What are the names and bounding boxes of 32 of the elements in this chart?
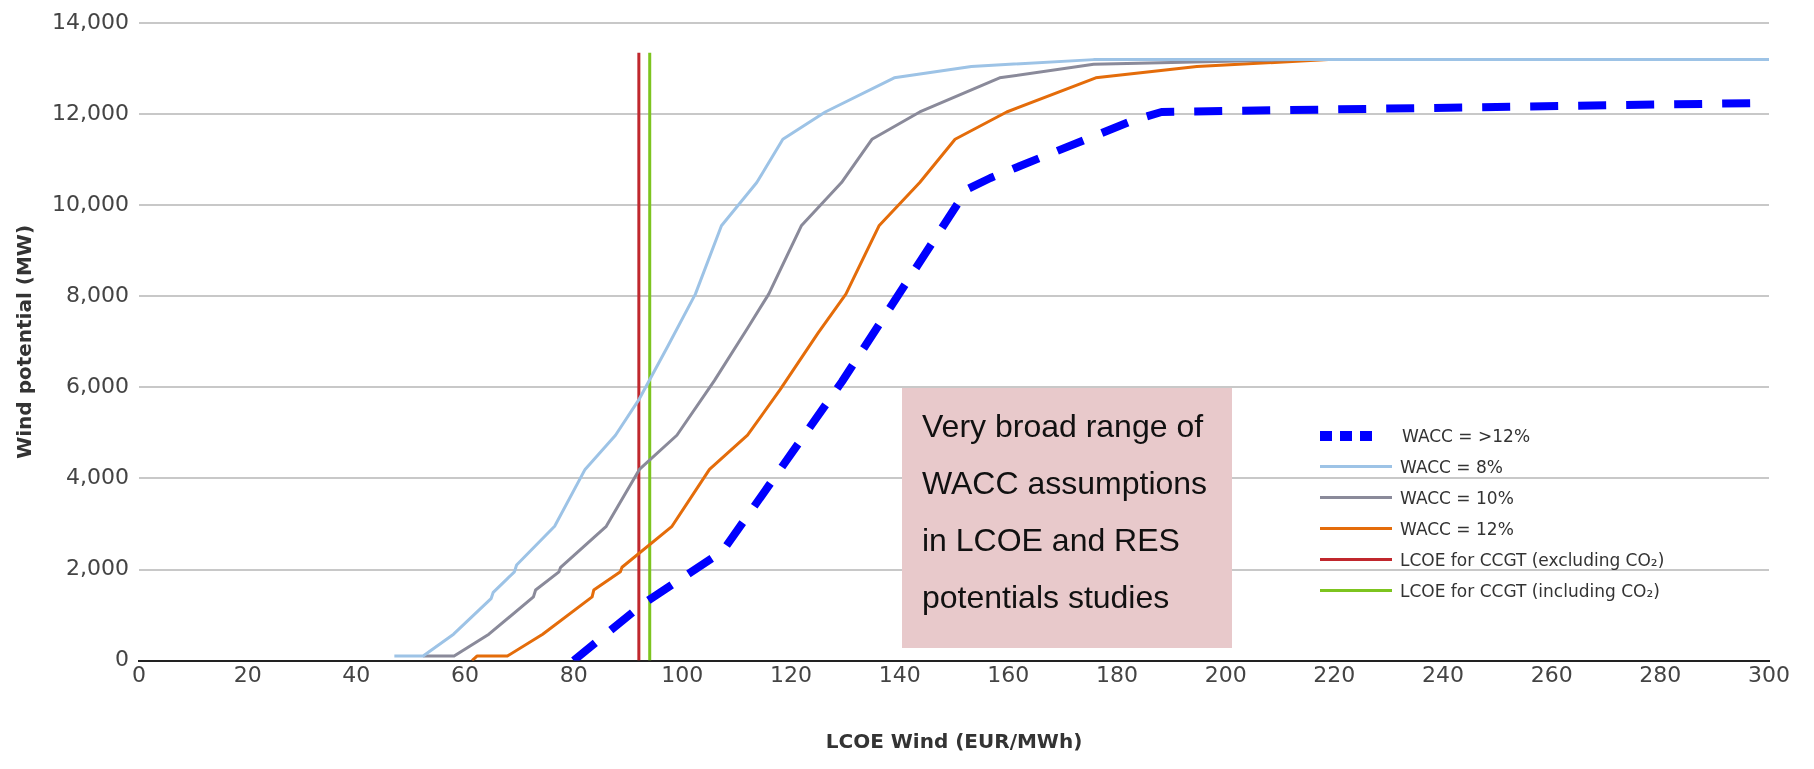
y-tick-label: 10,000: [51, 191, 129, 217]
x-tick-label: 280: [1639, 661, 1682, 687]
legend-label: LCOE for CCGT (including CO₂): [1400, 580, 1660, 601]
y-tick-label: 4,000: [65, 464, 129, 490]
y-axis-title: Wind potential (MW): [12, 224, 37, 459]
annotation: Very broad range of WACC assumptions in LCOE and RES potentials studies: [902, 388, 1232, 648]
y-tick-label: 6,000: [65, 373, 129, 399]
x-axis-title: LCOE Wind (EUR/MWh): [825, 729, 1083, 754]
x-tick-label: 100: [661, 661, 704, 687]
x-tick-label: 140: [878, 661, 921, 687]
x-tick-label: 180: [1095, 661, 1138, 687]
x-tick-label: 20: [233, 661, 262, 687]
y-tick-label: 8,000: [65, 282, 129, 308]
legend-label: LCOE for CCGT (excluding CO₂): [1400, 549, 1665, 570]
legend-label: WACC = 10%: [1400, 487, 1514, 508]
x-tick-label: 220: [1313, 661, 1356, 687]
legend-label: WACC = 8%: [1400, 456, 1503, 477]
y-tick-label: 12,000: [51, 99, 129, 125]
y-tick-label: 2,000: [65, 555, 129, 581]
x-tick-label: 40: [342, 661, 371, 687]
x-tick-label: 300: [1748, 661, 1790, 687]
x-tick-label: 240: [1422, 661, 1464, 687]
x-tick-label: 0: [131, 661, 146, 687]
x-tick-label: 260: [1530, 661, 1573, 687]
legend-label: WACC = 12%: [1400, 518, 1514, 539]
x-tick-label: 160: [987, 661, 1030, 687]
x-tick-label: 60: [450, 661, 479, 687]
legend-label: WACC = >12%: [1402, 425, 1531, 446]
x-tick-label: 200: [1204, 661, 1247, 687]
x-tick-label: 80: [559, 661, 588, 687]
y-tick-label: 14,000: [51, 8, 129, 34]
x-tick-label: 120: [769, 661, 812, 687]
